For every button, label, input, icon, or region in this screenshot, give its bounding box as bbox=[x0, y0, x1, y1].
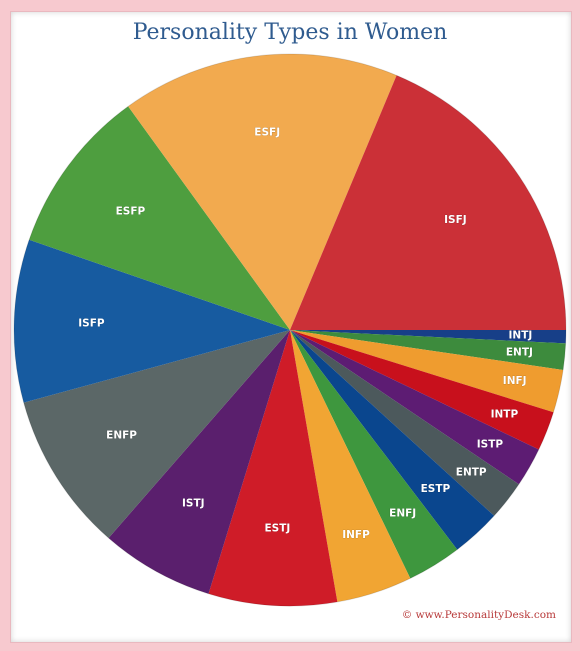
pie-label-entj: ENTJ bbox=[506, 346, 533, 358]
pie-label-infj: INFJ bbox=[503, 375, 527, 387]
pie-label-enfj: ENFJ bbox=[389, 507, 416, 519]
pie-label-estj: ESTJ bbox=[264, 522, 290, 534]
pie-label-istp: ISTP bbox=[477, 439, 504, 451]
chart-title: Personality Types in Women bbox=[132, 20, 448, 45]
pie-label-estp: ESTP bbox=[421, 483, 451, 495]
pie-slice-entp bbox=[290, 330, 519, 516]
pie-slice-estp bbox=[290, 330, 495, 550]
pie-slice-infj bbox=[290, 330, 564, 413]
pie-slice-entj bbox=[290, 330, 566, 370]
pie-label-istj: ISTJ bbox=[182, 498, 205, 510]
pie-slice-estj bbox=[208, 330, 338, 606]
pie-slice-isfp bbox=[14, 239, 291, 403]
pie-slice-intj bbox=[290, 330, 566, 344]
pie-slice-istp bbox=[290, 330, 539, 485]
pie-label-entp: ENTP bbox=[456, 466, 487, 478]
chart-credit: © www.PersonalityDesk.com bbox=[401, 609, 556, 621]
pie-label-intj: INTJ bbox=[509, 330, 533, 342]
pie-label-intp: INTP bbox=[491, 409, 519, 421]
pie-slice-esfp bbox=[29, 106, 291, 330]
pie-slice-istj bbox=[108, 330, 290, 594]
pie-slice-intp bbox=[290, 330, 554, 450]
pie-slice-isfj bbox=[290, 75, 566, 330]
pie-slice-enfp bbox=[23, 330, 291, 538]
pie-label-isfp: ISFP bbox=[78, 317, 105, 329]
pie-label-infp: INFP bbox=[342, 529, 370, 541]
pie-slice-infp bbox=[290, 330, 411, 602]
pie-slice-esfj bbox=[128, 54, 397, 331]
pie-label-isfj: ISFJ bbox=[444, 214, 467, 226]
pie-label-enfp: ENFP bbox=[106, 430, 137, 442]
pie-label-esfp: ESFP bbox=[116, 206, 146, 218]
pie-slice-enfj bbox=[290, 330, 458, 579]
pie-outline bbox=[13, 53, 567, 607]
pie-label-esfj: ESFJ bbox=[254, 127, 280, 139]
